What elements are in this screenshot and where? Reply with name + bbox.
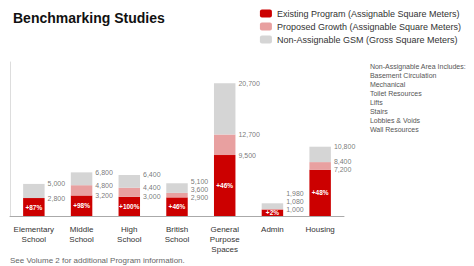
svg-text:4,800: 4,800: [95, 182, 113, 189]
svg-text:+87%: +87%: [25, 204, 42, 211]
svg-text:Existing Program (Assignable S: Existing Program (Assignable Square Mete…: [277, 9, 460, 19]
svg-text:3,000: 3,000: [143, 193, 161, 200]
svg-text:British: British: [166, 225, 188, 234]
svg-text:Wall Resources: Wall Resources: [370, 126, 419, 133]
svg-text:5,100: 5,100: [191, 178, 209, 185]
svg-text:Toilet Resources: Toilet Resources: [370, 90, 422, 97]
svg-text:See Volume 2 for additional Pr: See Volume 2 for additional Program info…: [10, 256, 185, 265]
svg-text:1,000: 1,000: [286, 206, 304, 213]
svg-text:3,600: 3,600: [191, 186, 209, 193]
svg-text:12,700: 12,700: [238, 131, 260, 138]
svg-text:+98%: +98%: [73, 202, 90, 209]
svg-text:Basement Circulation: Basement Circulation: [370, 72, 437, 79]
svg-text:2,800: 2,800: [48, 195, 66, 202]
svg-text:General: General: [210, 225, 239, 234]
svg-text:Benchmarking Studies: Benchmarking Studies: [13, 10, 165, 26]
svg-text:Non-Assignable Area Includes:: Non-Assignable Area Includes:: [370, 63, 466, 71]
svg-text:+2%: +2%: [266, 209, 279, 216]
svg-text:Purpose: Purpose: [210, 235, 240, 244]
svg-text:Spaces: Spaces: [211, 245, 238, 254]
svg-text:Lobbies & Voids: Lobbies & Voids: [370, 117, 421, 124]
svg-text:Proposed Growth (Assignable Sq: Proposed Growth (Assignable Square Meter…: [277, 22, 461, 32]
svg-text:7,200: 7,200: [334, 166, 352, 173]
svg-text:6,400: 6,400: [143, 171, 161, 178]
svg-text:Middle: Middle: [70, 225, 94, 234]
svg-text:9,500: 9,500: [238, 152, 256, 159]
svg-text:3,200: 3,200: [95, 192, 113, 199]
svg-text:1,980: 1,980: [286, 190, 304, 197]
svg-text:+100%: +100%: [119, 203, 140, 210]
svg-text:2,900: 2,900: [191, 194, 209, 201]
svg-text:Elementary: Elementary: [14, 225, 54, 234]
svg-text:School: School: [165, 235, 190, 244]
svg-text:+48%: +48%: [312, 189, 329, 196]
svg-text:20,700: 20,700: [238, 80, 260, 87]
svg-text:Admin: Admin: [261, 225, 284, 234]
svg-text:5,000: 5,000: [48, 180, 66, 187]
svg-text:High: High: [121, 225, 137, 234]
svg-text:Mechanical: Mechanical: [370, 81, 406, 88]
svg-text:School: School: [69, 235, 94, 244]
svg-text:6,800: 6,800: [95, 169, 113, 176]
svg-text:Lifts: Lifts: [370, 99, 383, 106]
svg-text:10,800: 10,800: [334, 143, 356, 150]
svg-text:Non-Assignable GSM (Gross Squa: Non-Assignable GSM (Gross Square Meters): [277, 35, 458, 45]
svg-text:4,400: 4,400: [143, 184, 161, 191]
svg-text:School: School: [117, 235, 142, 244]
svg-text:1,080: 1,080: [286, 198, 304, 205]
svg-text:Housing: Housing: [305, 225, 334, 234]
svg-text:+46%: +46%: [216, 182, 233, 189]
svg-text:8,400: 8,400: [334, 158, 352, 165]
svg-text:Stairs: Stairs: [370, 108, 388, 115]
svg-text:+46%: +46%: [169, 203, 186, 210]
svg-text:School: School: [22, 235, 47, 244]
